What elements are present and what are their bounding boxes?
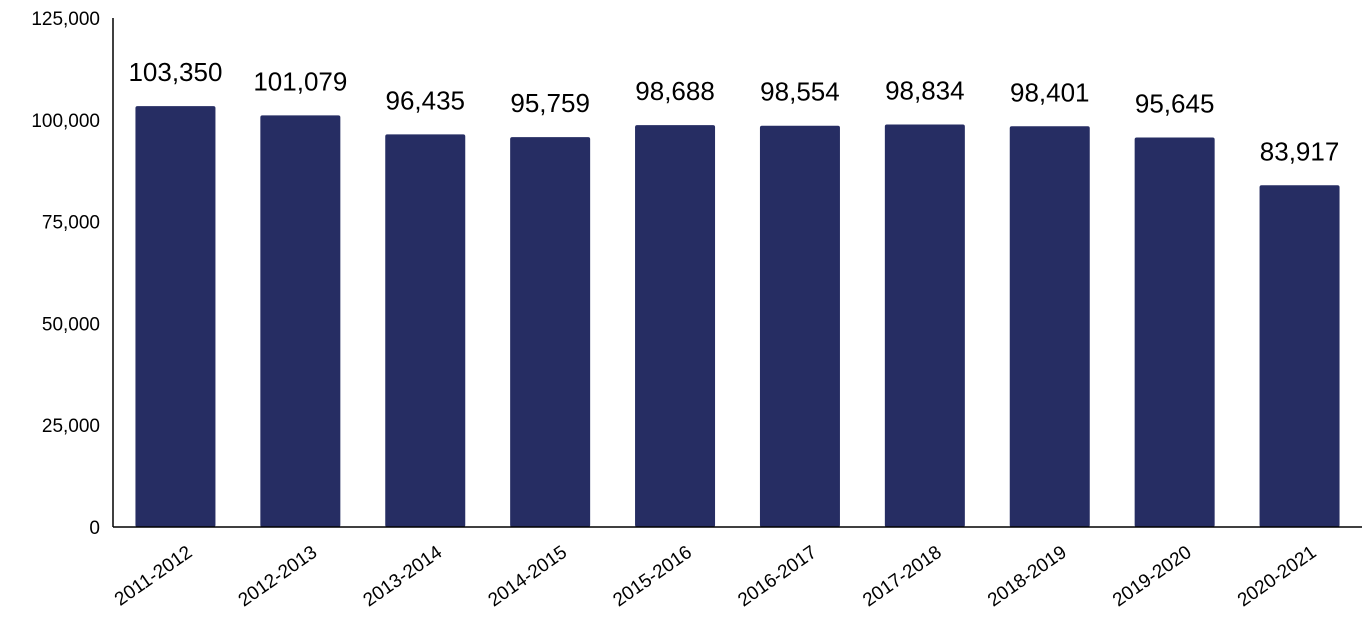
data-label: 98,401 — [1010, 77, 1090, 107]
x-tick-label: 2015-2016 — [609, 542, 695, 611]
data-label: 95,645 — [1135, 89, 1215, 119]
data-label: 95,759 — [510, 88, 590, 118]
bar — [385, 134, 466, 527]
y-tick-label: 75,000 — [42, 213, 100, 234]
bar — [884, 124, 965, 528]
y-tick-label: 0 — [89, 518, 100, 539]
bar — [135, 106, 216, 527]
y-tick-label: 125,000 — [31, 9, 100, 30]
x-tick-label: 2020-2021 — [1234, 542, 1320, 611]
bars — [135, 106, 1340, 528]
data-label: 98,688 — [635, 76, 715, 106]
x-tick-label: 2019-2020 — [1109, 542, 1195, 611]
y-tick-label: 50,000 — [42, 314, 100, 335]
data-label: 103,350 — [128, 57, 222, 87]
data-label: 83,917 — [1260, 136, 1340, 166]
y-axis-ticks: 0 25,000 50,000 75,000 100,000 125,000 — [31, 9, 100, 539]
x-axis-labels: 2011-2012 2012-2013 2013-2014 2014-2015 2015… — [111, 542, 1320, 612]
bar — [260, 115, 341, 527]
data-label: 96,435 — [385, 85, 465, 115]
data-labels: 103,350 101,079 96,435 95,759 98,688 98,554 98… — [128, 57, 1339, 166]
y-tick-label: 25,000 — [42, 416, 100, 437]
bar — [1259, 185, 1340, 527]
bar — [1009, 126, 1090, 527]
data-label: 98,554 — [760, 77, 840, 107]
x-tick-label: 2013-2014 — [360, 542, 447, 612]
x-tick-label: 2011-2012 — [111, 542, 196, 611]
bar — [759, 125, 840, 527]
bar — [1134, 137, 1215, 527]
x-tick-label: 2016-2017 — [734, 542, 820, 611]
y-tick-label: 100,000 — [31, 111, 100, 132]
x-tick-label: 2018-2019 — [984, 542, 1070, 611]
data-label: 98,834 — [885, 76, 965, 106]
x-tick-label: 2014-2015 — [485, 542, 571, 611]
bar — [635, 125, 716, 528]
bar — [510, 137, 591, 528]
data-label: 101,079 — [253, 66, 347, 96]
x-tick-label: 2012-2013 — [235, 542, 321, 611]
x-tick-label: 2017-2018 — [859, 542, 945, 611]
